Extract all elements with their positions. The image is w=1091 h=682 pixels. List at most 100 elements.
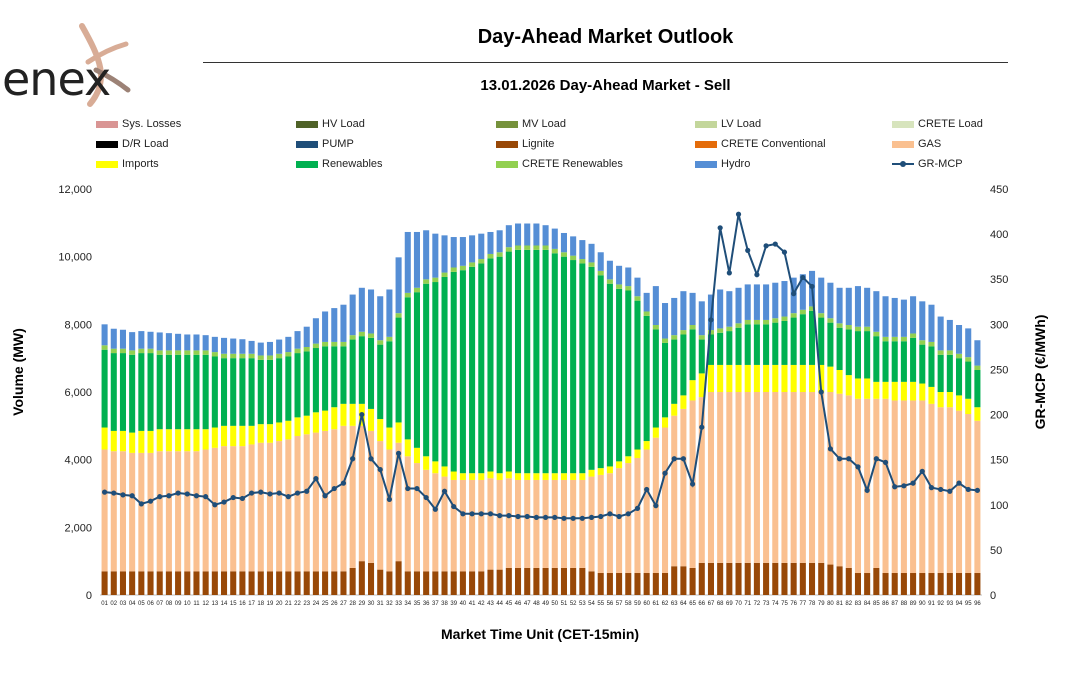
- title-divider: [203, 62, 1008, 63]
- bar-segment-lignite: [487, 569, 494, 596]
- gr-mcp-point: [836, 456, 843, 462]
- bar-segment-renewables: [634, 300, 641, 450]
- bar-segment-gas: [340, 425, 347, 572]
- bar-segment-crete-renewables: [845, 325, 852, 330]
- bar-segment-lignite: [707, 562, 714, 595]
- bar-segment-hydro: [248, 340, 255, 354]
- legend-label: CRETE Load: [918, 118, 983, 130]
- x-tick-label: 73: [763, 601, 770, 607]
- bar-segment-gas: [248, 444, 255, 572]
- bar-segment-renewables: [340, 346, 347, 404]
- gr-mcp-point: [258, 489, 264, 495]
- x-tick-label: 48: [533, 601, 540, 607]
- bar-segment-lignite: [634, 573, 641, 595]
- legend-item: MV Load: [496, 118, 566, 130]
- x-tick-label: 78: [809, 601, 816, 607]
- bar-segment-renewables: [551, 253, 558, 474]
- gr-mcp-point: [111, 490, 117, 496]
- gr-mcp-point: [515, 513, 521, 520]
- bar-segment-lignite: [524, 567, 531, 595]
- page-title: Day-Ahead Market Outlook: [477, 26, 734, 48]
- bar-segment-crete-renewables: [423, 279, 430, 284]
- x-tick-label: 74: [772, 601, 779, 607]
- gr-mcp-point: [653, 503, 659, 509]
- bar-segment-crete-renewables: [368, 333, 375, 338]
- bar-segment-crete-renewables: [726, 326, 733, 332]
- y-tick-label: 12,000: [58, 184, 92, 196]
- bar-segment-imports: [560, 473, 567, 480]
- bar-segment-imports: [248, 425, 255, 445]
- x-tick-label: 02: [110, 601, 117, 607]
- bar-segment-renewables: [441, 276, 448, 467]
- bar-segment-lignite: [459, 571, 466, 595]
- bar-segment-imports: [450, 471, 457, 480]
- bar-segment-lignite: [331, 571, 338, 595]
- legend-swatch: [695, 160, 717, 168]
- bar-segment-lignite: [717, 562, 724, 595]
- gr-mcp-point: [184, 491, 190, 497]
- enex-logo: enex: [0, 18, 135, 108]
- gr-mcp-point: [542, 514, 549, 521]
- bar-segment-lignite: [974, 573, 981, 595]
- gr-mcp-point: [588, 514, 595, 521]
- bar-segment-lignite: [294, 571, 301, 595]
- bar-segment-gas: [974, 420, 981, 574]
- x-tick-label: 37: [432, 601, 439, 607]
- bar-segment-crete-renewables: [110, 348, 117, 354]
- bar-segment-lignite: [542, 567, 549, 595]
- bar-segment-hydro: [413, 231, 420, 288]
- bar-segment-gas: [799, 392, 806, 563]
- x-tick-label: 16: [239, 601, 246, 607]
- bar-segment-crete-renewables: [625, 286, 632, 291]
- bar-segment-lignite: [404, 571, 411, 595]
- bar-segment-renewables: [937, 354, 944, 392]
- bar-segment-renewables: [570, 260, 577, 474]
- bar-segment-lignite: [845, 567, 852, 595]
- bar-segment-imports: [156, 429, 163, 452]
- gr-mcp-point: [331, 485, 337, 492]
- x-tick-label: 64: [680, 601, 687, 607]
- x-tick-label: 33: [395, 601, 402, 607]
- bar-segment-crete-renewables: [469, 262, 476, 267]
- bar-segment-crete-renewables: [818, 313, 825, 318]
- bar-segment-crete-renewables: [239, 353, 246, 359]
- bar-segment-hydro: [450, 237, 457, 268]
- bar-segment-gas: [193, 451, 200, 572]
- gr-mcp-point: [680, 456, 687, 462]
- bar-segment-lignite: [956, 573, 963, 595]
- x-tick-label: 96: [974, 601, 981, 607]
- bar-segment-imports: [515, 473, 522, 480]
- bar-segment-imports: [753, 364, 760, 392]
- bar-segment-hydro: [432, 233, 439, 278]
- bar-segment-crete-renewables: [671, 335, 678, 340]
- legend-label: Sys. Losses: [122, 118, 182, 130]
- bar-segment-lignite: [505, 567, 512, 595]
- bar-segment-crete-renewables: [533, 245, 540, 250]
- bar-segment-renewables: [331, 346, 338, 408]
- x-tick-label: 20: [276, 601, 283, 607]
- bar-segment-hydro: [303, 326, 310, 347]
- bar-segment-hydro: [845, 287, 852, 326]
- bar-segment-lignite: [340, 571, 347, 595]
- bar-segment-crete-renewables: [147, 348, 154, 354]
- bar-segment-renewables: [753, 324, 760, 365]
- bar-segment-renewables: [156, 354, 163, 430]
- bar-segment-gas: [441, 476, 448, 572]
- bar-segment-renewables: [864, 331, 871, 379]
- bar-segment-gas: [735, 392, 742, 563]
- bar-segment-imports: [294, 417, 301, 436]
- bar-segment-lignite: [257, 571, 264, 595]
- bar-segment-renewables: [487, 258, 494, 472]
- bar-segment-hydro: [138, 331, 145, 349]
- bar-segment-renewables: [799, 314, 806, 365]
- bar-segment-crete-renewables: [331, 341, 338, 347]
- y-tick-label: 6,000: [64, 387, 92, 399]
- x-tick-label: 32: [386, 601, 393, 607]
- bar-segment-crete-renewables: [303, 347, 310, 352]
- bar-segment-lignite: [763, 562, 770, 595]
- legend-item: LV Load: [695, 118, 761, 130]
- bar-segment-crete-renewables: [873, 331, 880, 337]
- gr-mcp-point: [359, 411, 365, 418]
- bar-segment-crete-renewables: [450, 267, 457, 272]
